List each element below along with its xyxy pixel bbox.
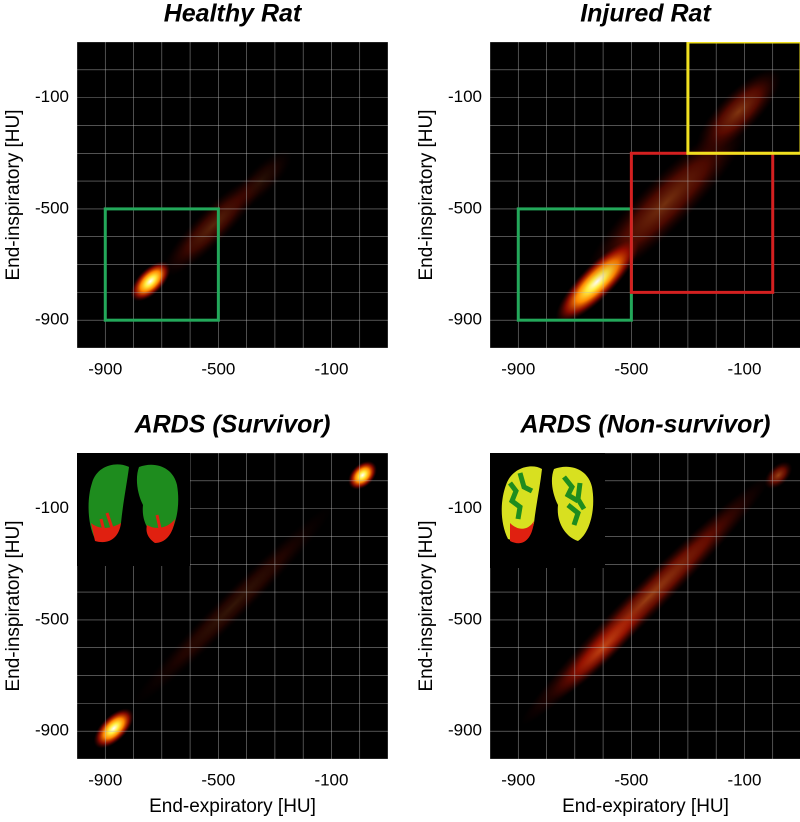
y-tick-label: -100 <box>35 498 69 517</box>
density-peak <box>93 708 134 749</box>
y-axis-label: End-inspiratory [HU] <box>416 520 437 691</box>
y-tick-label: -100 <box>448 87 482 106</box>
y-tick-label: -500 <box>35 198 69 217</box>
x-tick-label: -900 <box>501 770 535 789</box>
x-tick-label: -500 <box>201 770 235 789</box>
y-tick-label: -500 <box>448 609 482 628</box>
chart-title: ARDS (Non-survivor) <box>519 411 770 439</box>
y-tick-label: -100 <box>448 498 482 517</box>
x-axis-label: End-expiratory [HU] <box>149 796 316 817</box>
density-peak <box>764 461 793 490</box>
x-tick-label: -500 <box>614 770 648 789</box>
x-tick-label: -100 <box>727 770 761 789</box>
y-axis-label: End-inspiratory [HU] <box>3 109 24 280</box>
panel: ARDS (Non-survivor) -900 -500 -100 -900 -500 -… <box>416 411 800 817</box>
plot-body <box>77 42 388 348</box>
panel: ARDS (Survivor) -900 -500 -100 -900 -500 -100 E… <box>3 411 388 817</box>
density-peak <box>130 261 171 302</box>
x-tick-label: -100 <box>314 359 348 378</box>
x-tick-label: -500 <box>201 359 235 378</box>
x-axis-label: End-expiratory [HU] <box>562 796 729 817</box>
y-axis-label: End-inspiratory [HU] <box>3 520 24 691</box>
panel: Injured Rat -900 -500 -100 -900 -500 -100 End-i… <box>416 0 800 378</box>
density-peak <box>132 505 333 707</box>
plot-body <box>77 453 388 759</box>
y-tick-label: -500 <box>448 198 482 217</box>
x-tick-label: -500 <box>614 359 648 378</box>
chart-title: Healthy Rat <box>164 0 303 28</box>
y-axis-label: End-inspiratory [HU] <box>416 109 437 280</box>
x-tick-label: -900 <box>88 770 122 789</box>
y-tick-label: -500 <box>35 609 69 628</box>
lung-inset <box>77 453 190 566</box>
x-tick-label: -100 <box>727 359 761 378</box>
x-tick-label: -900 <box>501 359 535 378</box>
chart-title: ARDS (Survivor) <box>134 411 331 439</box>
density-peak <box>696 69 782 154</box>
lung-inset <box>490 453 605 568</box>
y-tick-label: -100 <box>35 87 69 106</box>
region-box <box>686 42 800 155</box>
y-tick-label: -900 <box>448 310 482 329</box>
x-tick-label: -100 <box>314 770 348 789</box>
region-box <box>103 207 220 322</box>
panel: Healthy Rat -900 -500 -100 -900 -500 -100 End-i… <box>3 0 388 378</box>
y-tick-label: -900 <box>35 721 69 740</box>
y-tick-label: -900 <box>35 310 69 329</box>
chart-title: Injured Rat <box>580 0 712 28</box>
plot-body <box>490 42 800 348</box>
density-peak <box>348 460 377 490</box>
x-tick-label: -900 <box>88 359 122 378</box>
y-tick-label: -900 <box>448 721 482 740</box>
density-peak <box>583 121 748 286</box>
